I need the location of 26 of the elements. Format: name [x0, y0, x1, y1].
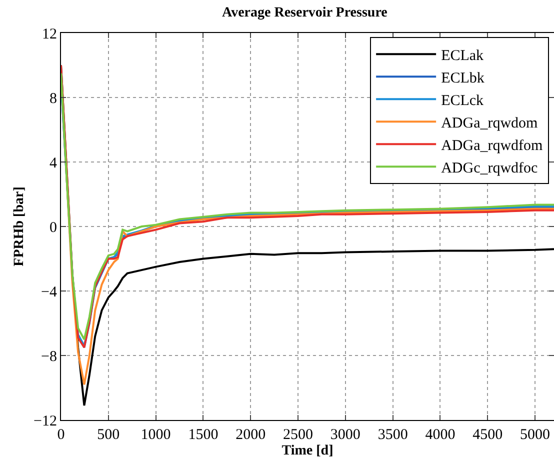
x-tick-label: 5000 — [520, 427, 550, 443]
legend-label: ECLck — [441, 92, 484, 109]
x-tick-label: 2000 — [236, 427, 266, 443]
legend-label: ADGa_rqwdfom — [441, 138, 544, 154]
legend-label: ECLak — [441, 48, 484, 64]
y-tick-label: −12 — [34, 413, 57, 430]
x-axis-title: Time [d] — [282, 443, 334, 458]
y-tick-label: 8 — [50, 90, 57, 107]
y-tick-label: 12 — [42, 26, 57, 42]
legend-label: ADGc_rqwdfoc — [441, 160, 538, 176]
x-tick-label: 2500 — [283, 427, 314, 443]
legend-label: ADGa_rqwdom — [441, 115, 538, 132]
x-tick-label: 4000 — [425, 427, 456, 443]
y-tick-label: −8 — [41, 348, 57, 365]
x-tick-label: 3000 — [330, 427, 360, 443]
chart-title: Average Reservoir Pressure — [222, 6, 388, 21]
x-tick-label: 1500 — [188, 427, 218, 443]
x-tick-label: 1000 — [140, 427, 171, 443]
x-tick-label: 4500 — [472, 427, 503, 443]
x-tick-label: 3500 — [378, 427, 408, 443]
x-tick-label: 500 — [97, 427, 120, 443]
y-tick-label: 0 — [50, 220, 57, 236]
y-axis-title: FPRHb [bar] — [12, 186, 28, 266]
y-tick-label: −4 — [41, 284, 58, 300]
y-tick-label: 4 — [50, 155, 58, 172]
legend-label: ECLbk — [441, 70, 485, 86]
